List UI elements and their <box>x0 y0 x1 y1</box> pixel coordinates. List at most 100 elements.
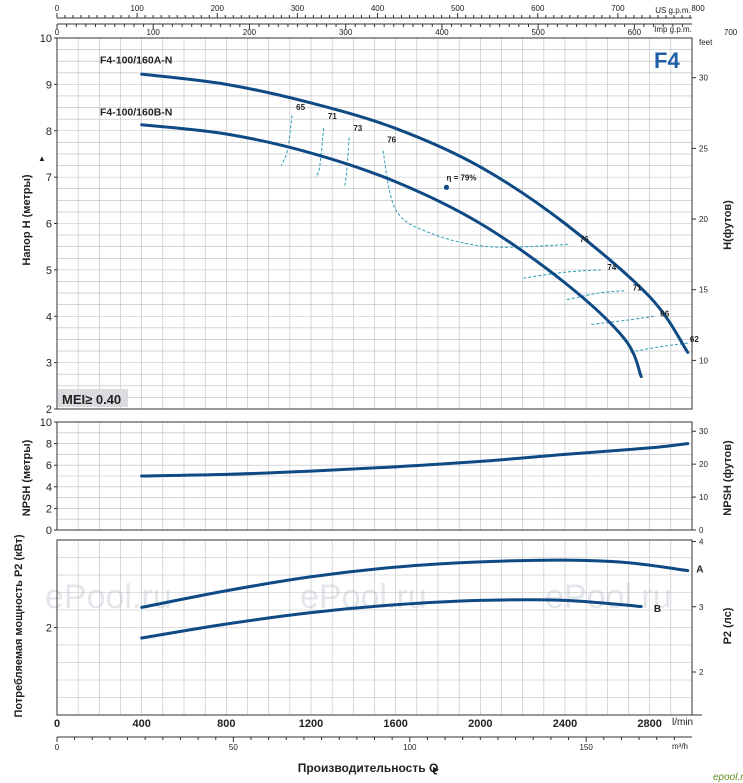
mei-badge: MEI≥ 0.40 <box>62 392 121 407</box>
npsh-series-line-0 <box>140 442 690 478</box>
head-series-line-1 <box>140 123 643 379</box>
efficiency-iso-curve <box>522 269 602 279</box>
grid-layer <box>56 37 693 716</box>
power-series-label-a: A <box>696 564 703 575</box>
head-ylabel-right: H(футов) <box>722 200 734 250</box>
npsh-ytick-label: 8 <box>46 439 52 451</box>
head-ytick-label: 2 <box>46 404 52 416</box>
watermark-text: ePool.ru <box>300 578 427 616</box>
watermark-text: ePool.ru <box>45 578 172 616</box>
head-feet-tick-label: 30 <box>699 74 708 83</box>
head-feet-tick-label: 25 <box>699 144 708 153</box>
head-feet-tick-label: 20 <box>699 215 708 224</box>
efficiency-label: 76 <box>387 135 396 144</box>
power-ylabel: Потребляемая мощность P2 (кВт) <box>13 534 25 717</box>
series-label-b: F4-100/160B-N <box>100 106 172 118</box>
efficiency-iso-curve <box>314 127 325 178</box>
imp-gpm-tick-label: 200 <box>243 28 257 37</box>
efficiency-label: 76 <box>580 235 589 244</box>
efficiency-label: 65 <box>296 103 305 112</box>
footer-logo: epool.ru <box>713 772 743 783</box>
imp-gpm-tick-label: 0 <box>55 28 60 37</box>
lmin-tick-label: 2400 <box>553 718 577 730</box>
efficiency-point-marker <box>443 184 450 190</box>
lmin-tick-label: 800 <box>217 718 235 730</box>
efficiency-label: 71 <box>633 284 642 293</box>
efficiency-label: 71 <box>328 112 337 121</box>
npsh-ytick-label: 6 <box>46 460 52 472</box>
power-hp-tick-label: 3 <box>699 603 704 612</box>
head-ytick-label: 5 <box>46 265 52 277</box>
head-ytick-label: 8 <box>46 126 52 138</box>
efficiency-iso-curve <box>382 150 570 248</box>
m3h-tick-label: 50 <box>229 743 238 752</box>
m3h-tick-label: 150 <box>579 743 593 752</box>
imp-gpm-tick-label: 400 <box>435 28 449 37</box>
npsh-feet-tick-label: 0 <box>699 526 704 535</box>
power-ytick-label: 2 <box>46 623 52 635</box>
x-axis-label: Производительность Q <box>298 761 439 775</box>
efficiency-label: 73 <box>353 124 362 133</box>
us-gpm-tick-label: 400 <box>371 4 385 13</box>
efficiency-curves <box>280 115 688 353</box>
lmin-tick-label: 2000 <box>468 718 492 730</box>
mei-badge-bg <box>58 389 128 407</box>
npsh-panel-frame <box>56 421 693 531</box>
lmin-tick-label: 400 <box>132 718 150 730</box>
watermark-group: ePool.ru ePool.ru ePool.ru <box>45 578 672 616</box>
feet-unit-label: feet <box>699 38 713 47</box>
lmin-unit: l/min <box>672 717 693 728</box>
power-hp-tick-label: 4 <box>699 538 704 547</box>
imp-gpm-tick-label: 500 <box>531 28 545 37</box>
power-ylabel-right: P2 (лс) <box>722 607 734 644</box>
us-gpm-tick-label: 200 <box>211 4 225 13</box>
efficiency-iso-curve <box>280 115 293 166</box>
series-label-a: F4-100/160A-N <box>100 55 172 67</box>
imp-gpm-tick-label: 300 <box>339 28 353 37</box>
m3h-unit: m³/h <box>672 742 688 751</box>
imp-gpm-tick-label: 700 <box>724 28 738 37</box>
npsh-feet-tick-label: 30 <box>699 427 708 436</box>
head-ytick-label: 10 <box>40 33 52 45</box>
us-gpm-tick-label: 0 <box>55 4 60 13</box>
npsh-ytick-label: 4 <box>46 482 52 494</box>
lmin-tick-label: 2800 <box>637 718 661 730</box>
power-series-line-0 <box>140 558 690 609</box>
m3h-tick-label: 100 <box>403 743 417 752</box>
npsh-ylabel-right: NPSH (футов) <box>722 440 734 516</box>
npsh-ytick-label: 10 <box>40 417 52 429</box>
chart-title: F4 <box>654 48 680 73</box>
power-hp-tick-label: 2 <box>699 668 704 677</box>
us-gpm-tick-label: 100 <box>130 4 144 13</box>
m3h-tick-label: 0 <box>55 743 60 752</box>
lmin-tick-label: 1600 <box>383 718 407 730</box>
head-ytick-label: 9 <box>46 79 52 91</box>
us-gpm-tick-label: 300 <box>291 4 305 13</box>
npsh-ylabel: NPSH (метры) <box>21 439 33 516</box>
watermark-text: ePool.ru <box>545 578 672 616</box>
head-ytick-label: 6 <box>46 219 52 231</box>
us-gpm-unit: US g.p.m. <box>655 6 691 15</box>
x-axis-arrow: ▶ <box>433 765 440 774</box>
head-ytick-label: 4 <box>46 311 52 323</box>
us-gpm-tick-label: 500 <box>451 4 465 13</box>
head-ytick-label: 3 <box>46 358 52 370</box>
head-series-line-0 <box>140 72 690 354</box>
npsh-feet-tick-label: 20 <box>699 460 708 469</box>
lmin-tick-label: 1200 <box>299 718 323 730</box>
head-feet-tick-label: 10 <box>699 356 708 365</box>
efficiency-iso-curve <box>590 315 654 326</box>
head-ytick-label: 7 <box>46 172 52 184</box>
head-ylabel: Напор H (метры) <box>21 174 33 265</box>
label-layer: F4-100/160A-N F4-100/160B-N A B 65 71 73 76 η = … <box>100 55 703 615</box>
us-gpm-tick-label: 800 <box>691 4 705 13</box>
imp-gpm-tick-label: 100 <box>147 28 161 37</box>
efficiency-label: 66 <box>660 309 669 318</box>
efficiency-label: 74 <box>607 263 616 272</box>
imp-gpm-tick-label: 600 <box>628 28 642 37</box>
efficiency-label: η = 79% <box>446 173 476 182</box>
efficiency-iso-curve <box>564 290 625 301</box>
head-ylabel-arrow: ▲ <box>38 154 46 163</box>
npsh-ytick-label: 2 <box>46 503 52 515</box>
